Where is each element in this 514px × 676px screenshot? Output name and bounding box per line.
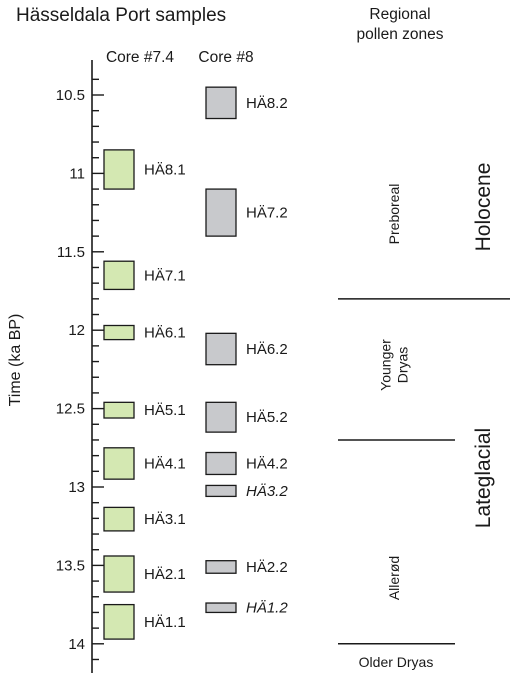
core-8-header: Core #8 (198, 49, 253, 66)
regional-title-line2: pollen zones (356, 26, 443, 43)
tick-label: 11 (69, 165, 85, 182)
tick-label: 10.5 (56, 87, 85, 104)
core74-sample-label: HÄ1.1 (144, 614, 186, 631)
core8-sample-label: HÄ2.2 (246, 559, 288, 576)
core74-sample-box (103, 401, 135, 419)
regional-title-line1: Regional (369, 6, 430, 23)
core74-sample-label: HÄ4.1 (144, 455, 186, 472)
core8-sample-label: HÄ6.2 (246, 341, 288, 358)
core8-sample-box (205, 188, 237, 237)
tick-label: 11.5 (57, 244, 85, 261)
core8-sample-box (205, 86, 237, 120)
core74-sample-box (103, 149, 135, 190)
tick-label: 13.5 (56, 557, 85, 574)
core74-sample-box (103, 447, 135, 480)
core74-sample-box (103, 506, 135, 532)
zone-label-older-dryas: Older Dryas (359, 654, 434, 670)
core74-sample-box (103, 260, 135, 291)
zone-label-younger-dryas: YoungerDryas (378, 339, 411, 391)
core8-sample-box (205, 484, 237, 498)
zone-label-preboreal: Preboreal (386, 184, 402, 245)
core74-sample-box (103, 555, 135, 593)
tick-label: 14 (68, 636, 85, 653)
tick-label: 13 (68, 479, 85, 496)
core74-sample-label: HÄ7.1 (144, 267, 186, 284)
core8-sample-label: HÄ5.2 (246, 409, 288, 426)
epoch-label-holocene: Holocene (472, 163, 495, 252)
core74-sample-label: HÄ2.1 (144, 566, 186, 583)
tick-label: 12.5 (56, 401, 85, 418)
core8-sample-box (205, 332, 237, 366)
core8-sample-label: HÄ3.2 (246, 483, 288, 500)
core-8-samples: HÄ8.2 HÄ7.2 HÄ6.2 HÄ5.2 HÄ4.2 HÄ3.2 HÄ2.2 HÄ1.2 (205, 86, 288, 617)
time-axis-label: Time (ka BP) (7, 314, 24, 407)
core8-sample-label: HÄ1.2 (246, 600, 288, 617)
core74-sample-label: HÄ5.1 (144, 402, 186, 419)
tick-label: 12 (68, 322, 85, 339)
time-axis-ticks: 10.5 11 11.5 12 12.5 13 13.5 14 (56, 78, 104, 661)
diagram-title: Hässeldala Port samples (16, 5, 226, 26)
epoch-label-lateglacial: Lateglacial (472, 428, 495, 528)
core8-sample-label: HÄ8.2 (246, 95, 288, 112)
core74-sample-box (103, 324, 135, 341)
zone-label-allerod: Allerød (386, 556, 402, 600)
core8-sample-label: HÄ4.2 (246, 455, 288, 472)
core8-sample-label: HÄ7.2 (246, 205, 288, 222)
core74-sample-label: HÄ6.1 (144, 325, 186, 342)
core74-sample-box (103, 603, 135, 640)
core-7-4-header: Core #7.4 (106, 49, 174, 66)
core74-sample-label: HÄ8.1 (144, 161, 186, 178)
pollen-zones: Preboreal YoungerDryas Allerød Older Dryas H… (338, 163, 510, 670)
core8-sample-box (205, 451, 237, 476)
core8-sample-box (205, 560, 237, 574)
core-7-4-samples: HÄ8.1 HÄ7.1 HÄ6.1 HÄ5.1 HÄ4.1 HÄ3.1 HÄ2.1 HÄ1.1 (103, 149, 186, 640)
core74-sample-label: HÄ3.1 (144, 511, 186, 528)
core8-sample-box (205, 401, 237, 433)
core8-sample-box (205, 602, 237, 614)
